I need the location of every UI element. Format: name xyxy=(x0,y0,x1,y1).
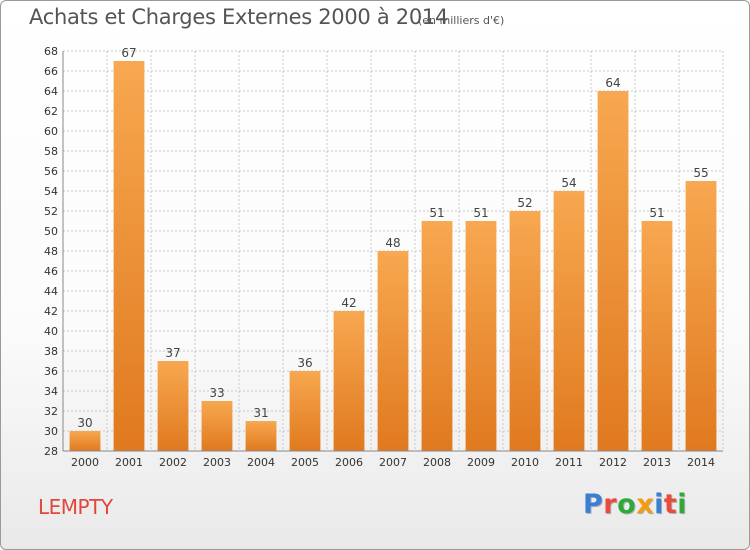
x-tick-label: 2006 xyxy=(335,456,363,469)
y-tick-label: 38 xyxy=(44,345,58,358)
bar xyxy=(201,401,233,451)
bar xyxy=(289,371,321,451)
y-tick-label: 44 xyxy=(44,285,58,298)
bar xyxy=(597,91,629,451)
x-tick-label: 2001 xyxy=(115,456,143,469)
x-tick-label: 2014 xyxy=(687,456,715,469)
x-tick-label: 2011 xyxy=(555,456,583,469)
data-label: 67 xyxy=(121,46,136,60)
data-label: 51 xyxy=(649,206,664,220)
y-tick-label: 32 xyxy=(44,405,58,418)
data-label: 64 xyxy=(605,76,620,90)
axes: 28 30 32 34 36 38 40 42 44 46 48 50 52 54 56 58 60 62 64 66… xyxy=(44,45,723,469)
x-tick-label: 2008 xyxy=(423,456,451,469)
logo-letter: i xyxy=(677,489,688,520)
data-label: 30 xyxy=(77,416,92,430)
bar xyxy=(377,251,409,451)
data-label: 51 xyxy=(473,206,488,220)
data-label: 33 xyxy=(209,386,224,400)
logo-letter: i xyxy=(654,489,664,520)
data-label: 52 xyxy=(517,196,532,210)
x-tick-label: 2003 xyxy=(203,456,231,469)
data-label: 36 xyxy=(297,356,312,370)
bar xyxy=(157,361,189,451)
y-tick-label: 46 xyxy=(44,265,58,278)
chart-title: Achats et Charges Externes 2000 à 2014 xyxy=(29,5,449,29)
bar xyxy=(113,61,145,451)
x-tick-label: 2007 xyxy=(379,456,407,469)
x-tick-label: 2000 xyxy=(71,456,99,469)
bar xyxy=(553,191,585,451)
y-tick-label: 66 xyxy=(44,65,58,78)
bar xyxy=(333,311,365,451)
y-tick-label: 60 xyxy=(44,125,58,138)
y-tick-label: 30 xyxy=(44,425,58,438)
x-tick-label: 2002 xyxy=(159,456,187,469)
y-tick-label: 54 xyxy=(44,185,58,198)
y-tick-label: 64 xyxy=(44,85,58,98)
logo-letter: o xyxy=(617,489,637,520)
data-label: 54 xyxy=(561,176,576,190)
bar-chart: 28 30 32 34 36 38 40 42 44 46 48 50 52 54 56 58 60 62 64 66… xyxy=(44,45,724,469)
bar xyxy=(465,221,497,451)
y-tick-label: 48 xyxy=(44,245,58,258)
bar xyxy=(509,211,541,451)
bars xyxy=(69,61,717,451)
data-label: 55 xyxy=(693,166,708,180)
chart-subtitle: (en milliers d'€) xyxy=(418,14,505,27)
y-tick-label: 50 xyxy=(44,225,58,238)
y-tick-label: 40 xyxy=(44,325,58,338)
x-tick-label: 2013 xyxy=(643,456,671,469)
proxiti-logo: Proxiti xyxy=(583,489,687,520)
data-label: 37 xyxy=(165,346,180,360)
data-label: 42 xyxy=(341,296,356,310)
x-tick-label: 2005 xyxy=(291,456,319,469)
commune-name: LEMPTY xyxy=(38,495,113,519)
bar xyxy=(685,181,717,451)
logo-letter: t xyxy=(663,489,678,520)
logo-letter: x xyxy=(636,489,655,520)
y-tick-label: 28 xyxy=(44,445,58,458)
y-tick-label: 62 xyxy=(44,105,58,118)
data-label: 51 xyxy=(429,206,444,220)
y-tick-label: 56 xyxy=(44,165,58,178)
x-tick-label: 2004 xyxy=(247,456,275,469)
data-label: 31 xyxy=(253,406,268,420)
bar xyxy=(245,421,277,451)
x-tick-label: 2009 xyxy=(467,456,495,469)
y-tick-label: 34 xyxy=(44,385,58,398)
y-tick-label: 58 xyxy=(44,145,58,158)
y-tick-label: 68 xyxy=(44,45,58,58)
data-labels: 30 67 37 33 31 36 42 48 51 51 52 54 64 51 55 xyxy=(77,46,708,430)
bar xyxy=(421,221,453,451)
y-tick-label: 36 xyxy=(44,365,58,378)
bar xyxy=(641,221,673,451)
y-tick-label: 52 xyxy=(44,205,58,218)
logo-letter: P xyxy=(583,489,604,520)
logo-letter: r xyxy=(603,489,618,520)
x-tick-label: 2010 xyxy=(511,456,539,469)
data-label: 48 xyxy=(385,236,400,250)
y-tick-label: 42 xyxy=(44,305,58,318)
bar xyxy=(69,431,101,451)
x-tick-label: 2012 xyxy=(599,456,627,469)
